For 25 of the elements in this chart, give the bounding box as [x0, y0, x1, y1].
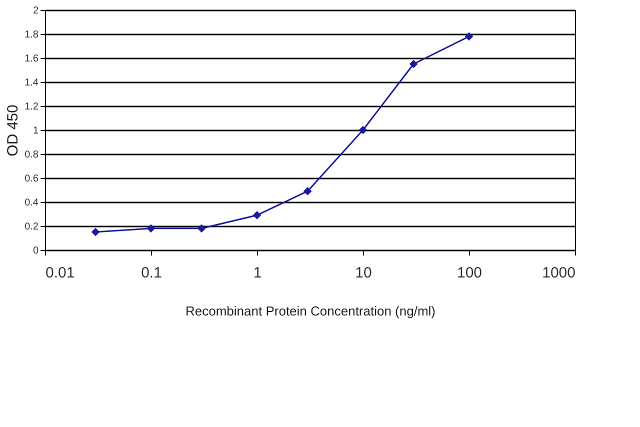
y-tick-label: 0.8	[24, 150, 39, 160]
point	[358, 126, 368, 134]
x-tick-label: 100	[456, 264, 482, 282]
y-tick-label: 0.2	[24, 222, 39, 232]
y-tick-label: 0.4	[24, 198, 39, 208]
y-tick-label: 1.4	[24, 78, 39, 88]
y-tick-label: 1.2	[24, 102, 39, 112]
point	[464, 32, 474, 41]
y-tick-label: 2	[32, 6, 39, 16]
x-tick-label: 1000	[542, 264, 576, 282]
point	[91, 228, 100, 236]
point	[252, 211, 262, 220]
x-axis-title: Recombinant Protein Concentration (ng/ml)	[185, 304, 436, 318]
y-tick-label: 1	[32, 126, 39, 136]
x-tick-label: 1	[253, 264, 262, 282]
y-axis-title: OD 450	[4, 104, 22, 156]
point	[197, 224, 206, 233]
y-tick-label: 1.6	[24, 54, 39, 64]
point	[303, 187, 312, 196]
y-tick-label: 0	[32, 246, 39, 256]
x-tick-label: 0.01	[46, 264, 75, 282]
y-tick-label: 1.8	[24, 30, 39, 40]
y-tick-label: 0.6	[24, 174, 39, 184]
x-tick-label: 10	[355, 264, 372, 282]
x-tick-label: 0.1	[141, 264, 162, 282]
